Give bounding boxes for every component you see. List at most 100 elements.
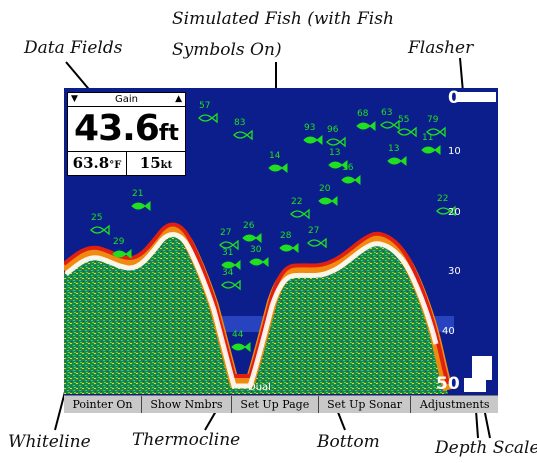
fish-body (387, 155, 407, 167)
fish-symbol-icon: 29 (112, 237, 132, 260)
gain-header[interactable]: ▼ Gain ▲ (68, 93, 185, 107)
temperature-unit: °F (109, 160, 122, 171)
depth-scale-mark-20: 20 (448, 207, 461, 218)
dual-mode-label: Dual (248, 382, 271, 393)
fish-depth-label: 25 (91, 213, 102, 223)
depth-unit: ft (158, 121, 179, 146)
fish-symbol-icon: 55 (397, 115, 417, 138)
fish-depth-label: 27 (220, 228, 231, 238)
fish-body (221, 279, 241, 291)
depth-readout: 43.6ft (68, 107, 185, 152)
fish-depth-label: 11 (422, 133, 433, 143)
gain-down-arrow-icon[interactable]: ▼ (71, 94, 78, 104)
fish-body (436, 205, 456, 217)
fish-symbol-icon: 13 (328, 148, 348, 171)
set-up-sonar-button[interactable]: Set Up Sonar (319, 396, 412, 413)
fish-symbol-icon: 93 (303, 123, 323, 146)
fish-depth-label: 34 (222, 268, 234, 278)
fish-symbol-icon: 25 (90, 213, 110, 236)
fish-symbol-icon: 14 (268, 151, 288, 174)
fish-body (231, 341, 251, 353)
secondary-readouts: 63.8°F 15kt (68, 152, 185, 175)
bottom-red-line (64, 222, 450, 385)
fish-depth-label: 79 (427, 115, 439, 125)
fish-body (198, 112, 218, 124)
bottom-fill (64, 234, 448, 394)
callout-data-fields: Data Fields (24, 38, 123, 58)
fish-body (328, 159, 348, 171)
fish-body (112, 248, 132, 260)
fish-depth-label: 14 (269, 151, 281, 161)
fish-symbol-icon: 34 (221, 268, 241, 291)
pointer-on-button[interactable]: Pointer On (64, 396, 142, 413)
fish-depth-label: 55 (398, 115, 409, 125)
fish-depth-label: 20 (319, 184, 331, 194)
fish-depth-label: 13 (329, 148, 340, 158)
fish-body (242, 232, 262, 244)
depth-scale-top: 0 (448, 88, 460, 108)
fish-depth-label: 13 (388, 144, 399, 154)
fish-symbol-icon: 11 (421, 133, 441, 156)
fish-symbol-icon: 21 (131, 189, 151, 212)
flasher-surface-bar (456, 92, 496, 102)
fish-body (356, 120, 376, 132)
fish-body (131, 200, 151, 212)
gain-label: Gain (115, 94, 138, 105)
depth-scale-mark-10: 10 (448, 146, 461, 157)
fish-body (249, 256, 269, 268)
fish-body (268, 162, 288, 174)
fish-depth-label: 29 (113, 237, 125, 247)
fish-body (341, 174, 361, 186)
speed-unit: kt (160, 160, 173, 171)
fish-depth-label: 44 (232, 330, 244, 340)
depth-scale-mark-40: 40 (442, 326, 455, 337)
fish-body (279, 242, 299, 254)
callout-depth-scale: Depth Scale (435, 438, 537, 458)
fish-symbol-icon: 44 (231, 330, 251, 353)
fish-body (380, 119, 400, 131)
fish-symbol-icon: 83 (233, 118, 253, 141)
fish-symbol-icon: 22 (290, 197, 310, 220)
fish-body (233, 129, 253, 141)
fish-symbol-icon: 16 (341, 163, 361, 186)
fish-body (219, 239, 239, 251)
fish-symbol-icon: 13 (387, 144, 407, 167)
fish-depth-label: 68 (357, 109, 369, 119)
fish-symbol-icon: 57 (198, 101, 218, 124)
sonar-screen: 57 83 14 93 96 13 16 68 63 55 79 11 13 20 22 22 21 25 27 26… (64, 88, 498, 413)
fish-depth-label: 16 (342, 163, 354, 173)
fish-symbol-icon: 27 (219, 228, 239, 251)
fish-body (290, 208, 310, 220)
gain-up-arrow-icon[interactable]: ▲ (175, 94, 182, 104)
temperature-value: 63.8 (72, 154, 110, 172)
fish-body (326, 136, 346, 148)
fish-depth-label: 21 (132, 189, 143, 199)
set-up-page-button[interactable]: Set Up Page (232, 396, 319, 413)
fish-depth-label: 83 (234, 118, 245, 128)
fish-depth-label: 93 (304, 123, 315, 133)
fish-symbol-icon: 68 (356, 109, 376, 132)
fish-body (318, 195, 338, 207)
flasher-bottom-return-2 (464, 378, 486, 392)
fish-depth-label: 22 (291, 197, 302, 207)
fish-depth-label: 28 (280, 231, 292, 241)
fish-symbol-icon: 79 (426, 115, 446, 138)
fish-depth-label: 57 (199, 101, 210, 111)
fish-depth-label: 27 (308, 226, 319, 236)
flasher-column (454, 88, 498, 395)
fish-symbol-icon: 63 (380, 108, 400, 131)
fish-symbol-icon: 26 (242, 221, 262, 244)
softkey-menu-bar: Pointer On Show Nmbrs Set Up Page Set Up… (64, 395, 498, 413)
temperature-readout: 63.8°F (68, 152, 126, 175)
fish-symbol-icon: 22 (436, 194, 456, 217)
adjustments-button[interactable]: Adjustments (419, 398, 490, 411)
fish-symbol-icon: 27 (307, 226, 327, 249)
show-numbers-button[interactable]: Show Nmbrs (142, 396, 232, 413)
depth-value: 43.6 (74, 108, 160, 149)
data-fields-panel[interactable]: ▼ Gain ▲ 43.6ft 63.8°F 15kt (67, 92, 186, 176)
depth-scale-mark-30: 30 (448, 266, 461, 277)
fish-body (397, 126, 417, 138)
fish-body (303, 134, 323, 146)
